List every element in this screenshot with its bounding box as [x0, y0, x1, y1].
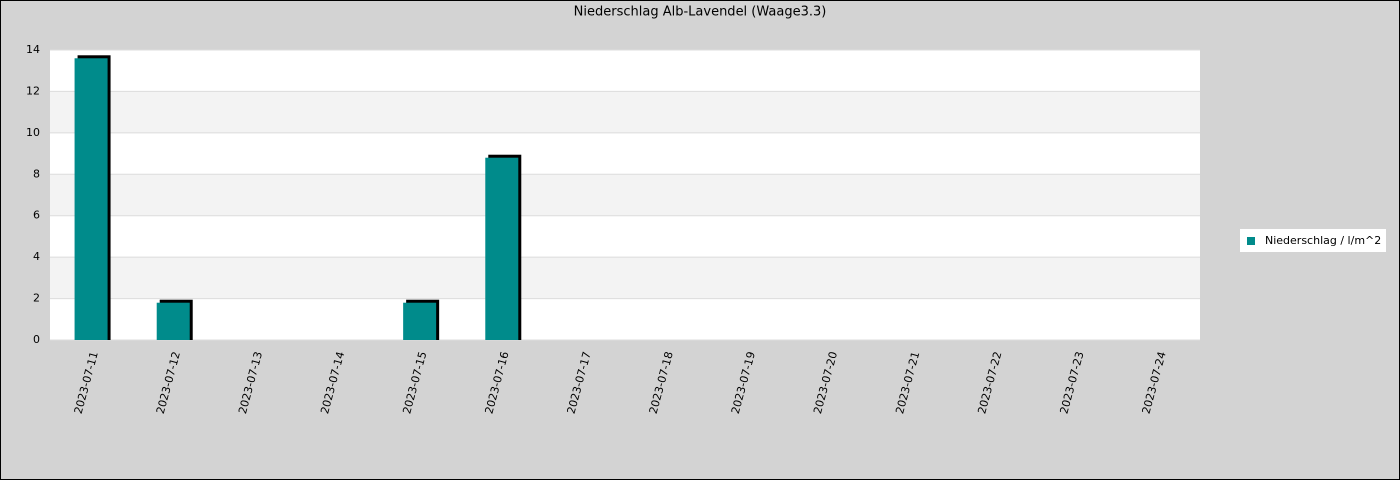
grid-band — [50, 257, 1200, 299]
y-tick-label: 10 — [26, 126, 40, 139]
legend-swatch — [1247, 237, 1255, 245]
grid-band — [50, 174, 1200, 216]
y-tick-label: 2 — [33, 292, 40, 305]
y-tick-label: 6 — [33, 209, 40, 222]
bar — [156, 302, 190, 340]
y-tick-label: 8 — [33, 167, 40, 180]
legend-box — [1240, 229, 1386, 252]
chart-title: Niederschlag Alb-Lavendel (Waage3.3) — [574, 5, 827, 20]
legend-label: Niederschlag / l/m^2 — [1265, 234, 1381, 247]
y-tick-label: 12 — [26, 84, 40, 97]
grid-band — [50, 91, 1200, 133]
bar — [485, 157, 519, 340]
legend: Niederschlag / l/m^2 — [1240, 229, 1386, 252]
bar — [403, 302, 437, 340]
y-tick-label: 4 — [33, 250, 40, 263]
y-tick-label: 0 — [33, 333, 40, 346]
bar — [74, 58, 108, 341]
y-tick-label: 14 — [26, 43, 40, 56]
